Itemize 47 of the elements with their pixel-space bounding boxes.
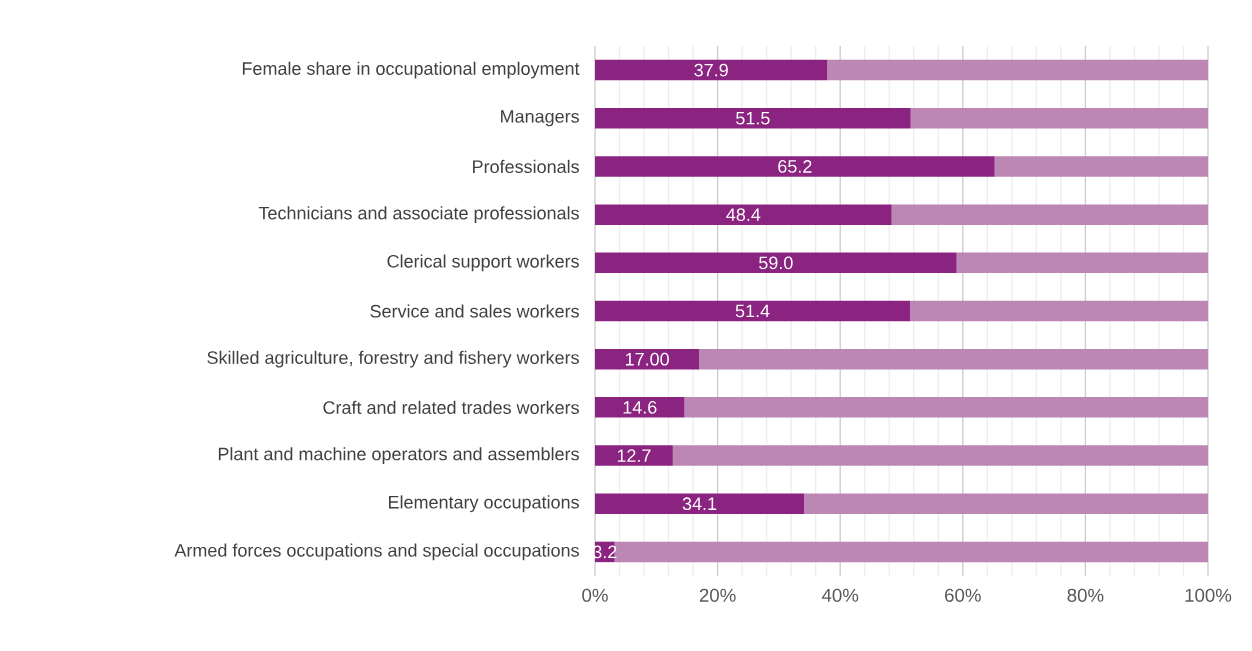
y-tick-label: Elementary occupations [389,495,579,513]
bar [595,445,673,466]
y-tick-label: Craft and related trades workers [323,400,579,414]
x-tick-label: 0% [582,588,608,602]
bar [891,204,1208,225]
data-label: 65.2 [778,160,812,173]
bar [595,252,957,274]
data-label: 34.1 [682,497,717,511]
x-tick-label: 100% [1185,588,1232,602]
y-tick-label: Armed forces occupations and special occupations [174,543,579,561]
y-tick-label: Skilled agriculture, forestry and fishery workers [207,350,579,368]
y-tick-label: Technicians and associate professionals [258,206,579,224]
bar [827,59,1208,81]
y-tick-label: Managers [501,110,579,127]
bar [956,252,1208,274]
bar [910,300,1208,322]
data-label: 14.6 [623,400,657,414]
data-label: 51.5 [736,111,770,125]
bar [595,300,911,322]
y-tick-label: Female share in occupational employment [242,61,580,79]
bar [994,156,1208,177]
bar [595,108,911,129]
bar [684,397,1208,418]
data-label: 37.9 [694,63,728,77]
bar [910,108,1208,129]
data-label: 48.4 [726,208,761,221]
bar [804,493,1208,514]
y-tick-label: Clerical support workers [387,254,579,272]
x-tick-label: 60% [945,588,981,602]
data-label: 17.00 [625,352,669,366]
bar [595,156,995,177]
x-tick-label: 20% [699,588,736,602]
bar [595,493,805,514]
x-tick-label: 40% [821,588,859,602]
bar [595,397,685,418]
x-tick-label: 80% [1067,588,1104,602]
y-tick-label: Service and sales workers [370,304,579,318]
bar [595,59,828,81]
bar [699,348,1208,370]
y-tick-label: Plant and machine operators and assemblers [218,447,579,464]
data-label: 12.7 [617,449,651,462]
data-label: 59.0 [759,256,793,270]
bar [672,445,1208,466]
bar [595,348,700,370]
bar [595,204,892,225]
y-tick-label: Professionals [473,159,579,174]
data-label: 51.4 [735,304,770,318]
